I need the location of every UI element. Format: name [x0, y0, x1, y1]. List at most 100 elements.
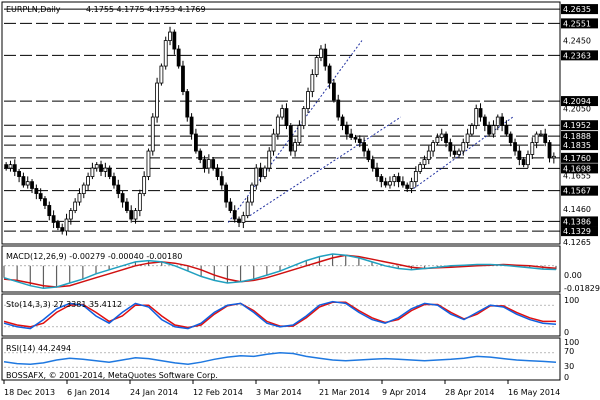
- level-label-box: [561, 140, 598, 151]
- candle-body: [99, 164, 103, 172]
- candle-body: [43, 198, 47, 206]
- candle-body: [263, 167, 267, 177]
- candle-body: [137, 193, 142, 211]
- copyright-watermark: BOSSAFX, © 2001-2014, MetaQuotes Softwar…: [6, 371, 218, 380]
- main-panel-frame: [1, 1, 561, 245]
- rsi-label: RSI(14) 44.2494: [6, 344, 71, 353]
- candle-body: [349, 133, 354, 138]
- candle-body: [357, 138, 362, 143]
- rsi-tick-100: 100: [564, 338, 579, 347]
- level-label: 4.1329: [563, 227, 591, 236]
- candle-body: [155, 82, 159, 118]
- level-label: 4.1698: [563, 164, 591, 173]
- time-label: 6 Jan 2014: [67, 388, 110, 397]
- trend-line-support: [249, 116, 402, 217]
- candle-body: [202, 159, 207, 169]
- candle-body: [241, 215, 246, 223]
- candle-body: [422, 159, 427, 166]
- rsi-tick-0: 0: [564, 373, 569, 382]
- candle-body: [366, 150, 371, 160]
- rsi-series: [3, 352, 557, 368]
- candle-body: [465, 133, 470, 143]
- candle-body: [487, 125, 492, 135]
- candle-body: [301, 108, 306, 126]
- candle-body: [94, 164, 99, 169]
- candle-body: [198, 150, 203, 160]
- level-label-box: [561, 18, 598, 29]
- candle-body: [68, 210, 73, 220]
- candle-body: [232, 210, 237, 220]
- ohlc-readout: 4.1755 4.1775 4.1753 4.1769: [86, 5, 206, 14]
- candle-body: [181, 65, 185, 92]
- level-label-box: [561, 120, 598, 131]
- level-label-box: [561, 50, 598, 61]
- price-tick: 4.2450: [563, 37, 591, 46]
- candle-body: [86, 176, 90, 186]
- level-label-box: [561, 216, 598, 227]
- candle-body: [237, 218, 241, 223]
- candle-body: [482, 116, 487, 126]
- time-label: 3 Mar 2014: [256, 388, 302, 397]
- candle-body: [439, 133, 444, 138]
- level-label-box: [561, 4, 598, 15]
- level-label-box: [561, 96, 598, 107]
- candle-body: [30, 181, 34, 189]
- candle-body: [470, 125, 474, 135]
- price-tick: 4.1460: [563, 205, 591, 214]
- candle-body: [211, 159, 216, 169]
- candle-body: [258, 167, 263, 177]
- macd-panel-frame: [1, 245, 561, 293]
- candle-body: [107, 167, 112, 177]
- price-bars: [4, 26, 556, 236]
- level-label-box: [561, 131, 598, 142]
- candle-body: [504, 125, 509, 135]
- candle-body: [275, 116, 280, 135]
- candle-body: [38, 193, 43, 200]
- candle-body: [491, 125, 496, 135]
- candle-body: [392, 176, 397, 183]
- horizontal-levels: [4, 8, 560, 232]
- level-label-box: [561, 226, 598, 237]
- candle-body: [379, 176, 384, 183]
- candle-body: [146, 150, 151, 177]
- candle-body: [120, 193, 125, 203]
- candle-body: [396, 176, 401, 183]
- candle-body: [500, 116, 504, 126]
- candle-body: [517, 150, 522, 160]
- symbol-label: EURPLN,Daily: [6, 5, 61, 14]
- candle-body: [103, 167, 108, 172]
- rsi-tick-70: 70: [564, 347, 574, 356]
- candle-body: [310, 74, 315, 92]
- stoch-label: Sto(14,3,3) 27.3381 35.4112: [6, 300, 122, 309]
- candle-body: [314, 57, 319, 75]
- candle-body: [51, 215, 56, 223]
- candle-body: [206, 159, 211, 169]
- candle-body: [513, 142, 517, 152]
- candle-body: [457, 150, 461, 155]
- candle-body: [521, 159, 526, 166]
- candle-body: [344, 125, 349, 135]
- rsi-panel-frame: [1, 337, 561, 381]
- time-label: 24 Jan 2014: [130, 388, 178, 397]
- level-label: 4.1386: [563, 217, 591, 226]
- macd-signal-line: [3, 254, 557, 288]
- candle-body: [215, 167, 220, 177]
- candle-body: [47, 205, 52, 217]
- price-tick: 4.1265: [563, 238, 591, 247]
- candle-body: [319, 48, 323, 58]
- candle-body: [418, 164, 423, 172]
- candle-body: [551, 155, 556, 159]
- rsi-tick-30: 30: [564, 362, 574, 371]
- candle-body: [8, 164, 13, 169]
- candle-body: [409, 181, 414, 189]
- time-label: 9 Apr 2014: [382, 388, 426, 397]
- candle-body: [461, 142, 466, 152]
- candle-body: [64, 218, 69, 232]
- candle-body: [245, 201, 250, 217]
- candle-body: [362, 142, 366, 152]
- candle-body: [133, 210, 138, 220]
- candle-body: [526, 154, 530, 166]
- candle-body: [73, 201, 78, 211]
- price-axis: 4.2635 4.2551 4.2363 4.2094 4.1952 4.18884.18…: [561, 4, 598, 247]
